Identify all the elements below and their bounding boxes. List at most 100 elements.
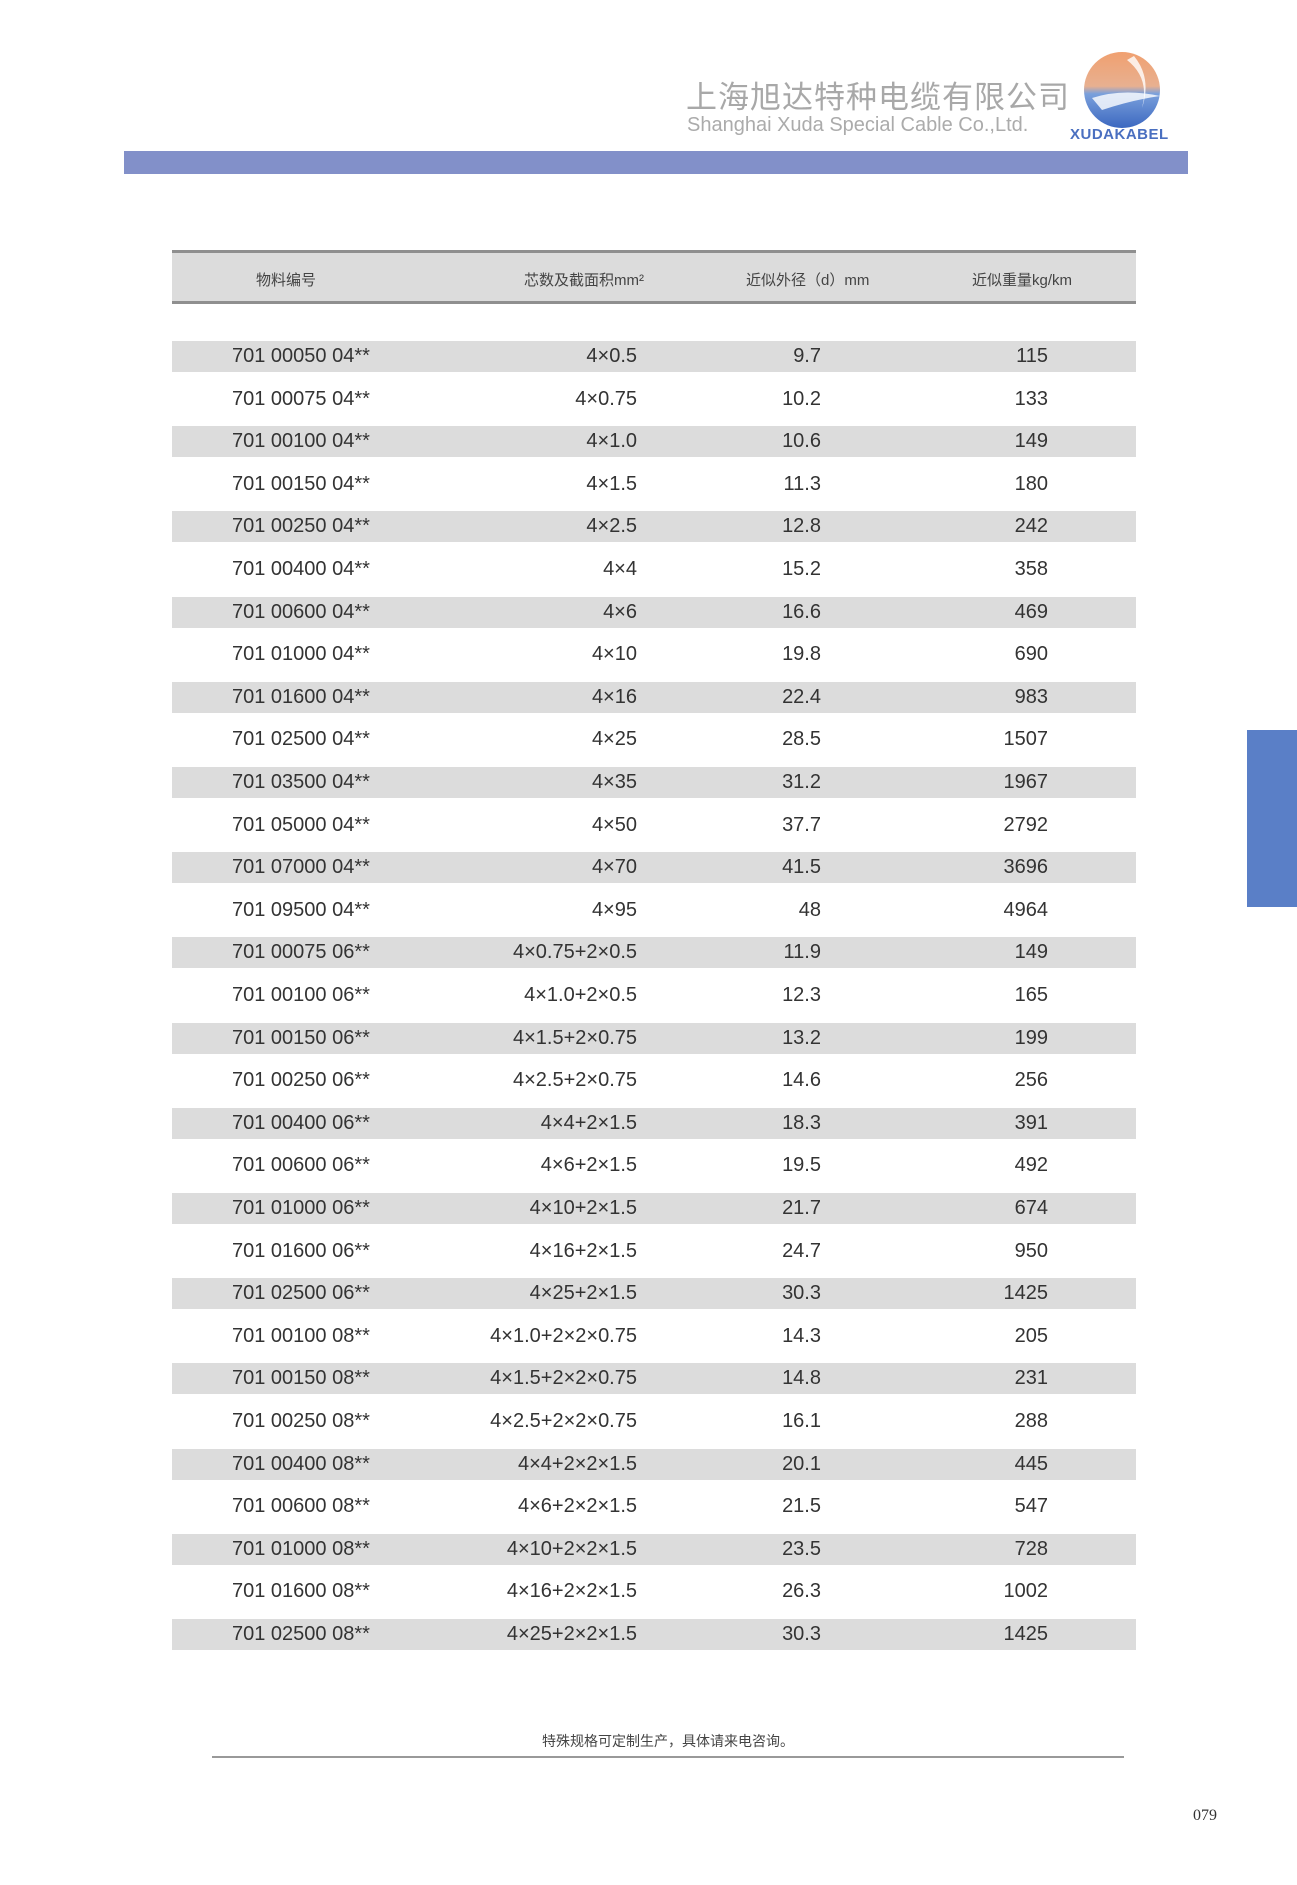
cell-code: 701 09500 04** xyxy=(232,898,370,921)
cell-diameter: 23.5 xyxy=(782,1537,821,1560)
company-name-cn: 上海旭达特种电缆有限公司 xyxy=(686,80,1070,116)
cell-weight: 2792 xyxy=(1003,813,1049,836)
cell-cores: 4×6+2×1.5 xyxy=(540,1154,637,1177)
cell-diameter: 37.7 xyxy=(782,813,821,836)
cell-weight: 115 xyxy=(1016,345,1048,367)
cell-cores: 4×4+2×2×1.5 xyxy=(517,1452,637,1475)
col-header-weight: 近似重量kg/km xyxy=(972,272,1073,289)
table-row: 701 01000 06** 4×10+2×1.5 21.7 674 xyxy=(172,1193,1136,1224)
table-row: 701 00150 06** 4×1.5+2×0.75 13.2 199 xyxy=(172,1022,1136,1054)
cell-cores: 4×2.5+2×0.75 xyxy=(512,1069,637,1092)
page-number: 079 xyxy=(1193,1807,1217,1824)
cell-cores: 4×0.75 xyxy=(575,387,637,410)
cell-weight: 231 xyxy=(1014,1367,1048,1390)
cell-code: 701 02500 08** xyxy=(232,1623,370,1645)
table-row: 701 03500 04** 4×35 31.2 1967 xyxy=(172,767,1136,798)
table-row: 701 00250 08** 4×2.5+2×2×0.75 16.1 288 xyxy=(172,1406,1136,1437)
cell-diameter: 24.7 xyxy=(782,1239,821,1262)
cell-cores: 4×4 xyxy=(603,558,637,580)
cell-weight: 358 xyxy=(1014,558,1048,580)
cell-code: 701 00250 08** xyxy=(232,1410,370,1432)
cell-weight: 983 xyxy=(1014,685,1048,708)
cell-cores: 4×10+2×1.5 xyxy=(529,1197,637,1219)
table-row: 701 00600 08** 4×6+2×2×1.5 21.5 547 xyxy=(172,1491,1136,1522)
cell-code: 701 00400 06** xyxy=(232,1111,370,1134)
company-name-en: Shanghai Xuda Special Cable Co.,Ltd. xyxy=(687,114,1029,136)
cell-diameter: 15.2 xyxy=(782,558,821,580)
cell-weight: 1507 xyxy=(1003,728,1049,751)
col-header-code: 物料编号 xyxy=(256,272,317,289)
table-row: 701 09500 04** 4×95 48 4964 xyxy=(172,895,1136,926)
cell-diameter: 26.3 xyxy=(782,1580,821,1603)
cell-weight: 492 xyxy=(1014,1154,1048,1177)
cell-weight: 199 xyxy=(1014,1026,1048,1049)
cell-code: 701 02500 06** xyxy=(232,1282,370,1305)
table-row: 701 00075 04** 4×0.75 10.2 133 xyxy=(172,384,1136,415)
table-row: 701 00250 04** 4×2.5 12.8 242 xyxy=(172,511,1136,543)
cell-diameter: 16.6 xyxy=(782,600,821,623)
cell-cores: 4×70 xyxy=(591,856,637,879)
cell-diameter: 12.3 xyxy=(782,984,821,1006)
cell-code: 701 00075 06** xyxy=(232,941,370,964)
cell-code: 701 00100 08** xyxy=(232,1324,370,1347)
cell-cores: 4×4+2×1.5 xyxy=(540,1111,637,1134)
cell-cores: 4×1.0 xyxy=(586,430,637,453)
cell-weight: 242 xyxy=(1014,515,1048,538)
cell-weight: 1967 xyxy=(1003,771,1049,793)
footer-divider xyxy=(212,1756,1124,1758)
cell-code: 701 01000 04** xyxy=(232,643,370,666)
cell-cores: 4×25 xyxy=(591,728,637,751)
cell-weight: 674 xyxy=(1014,1197,1048,1219)
cell-diameter: 31.2 xyxy=(782,771,821,793)
table-row: 701 00075 06** 4×0.75+2×0.5 11.9 149 xyxy=(172,937,1136,969)
cell-diameter: 20.1 xyxy=(782,1452,821,1475)
cell-weight: 950 xyxy=(1014,1239,1048,1262)
table-row: 701 05000 04** 4×50 37.7 2792 xyxy=(172,810,1136,841)
cell-code: 701 00600 08** xyxy=(232,1495,370,1518)
cell-cores: 4×1.5 xyxy=(586,472,637,495)
col-header-diameter: 近似外径（d）mm xyxy=(746,272,870,289)
cell-diameter: 14.8 xyxy=(782,1367,821,1390)
cell-weight: 133 xyxy=(1014,387,1048,410)
cell-cores: 4×1.0+2×2×0.75 xyxy=(490,1324,637,1347)
cell-code: 701 03500 04** xyxy=(232,771,370,793)
table-row: 701 02500 06** 4×25+2×1.5 30.3 1425 xyxy=(172,1278,1136,1310)
cell-cores: 4×16+2×1.5 xyxy=(529,1239,637,1262)
cell-weight: 445 xyxy=(1014,1452,1048,1475)
logo-text: XUDAKABEL xyxy=(1070,126,1169,143)
table-header: 物料编号 芯数及截面积mm² 近似外径（d）mm 近似重量kg/km xyxy=(172,250,1136,304)
cell-weight: 205 xyxy=(1014,1324,1048,1347)
cell-code: 701 00150 08** xyxy=(232,1367,370,1390)
cell-diameter: 13.2 xyxy=(782,1026,821,1049)
cell-weight: 288 xyxy=(1014,1410,1048,1432)
table-row: 701 00400 08** 4×4+2×2×1.5 20.1 445 xyxy=(172,1448,1136,1480)
cell-code: 701 00250 06** xyxy=(232,1069,370,1092)
table-row: 701 00150 04** 4×1.5 11.3 180 xyxy=(172,469,1136,500)
cell-code: 701 00600 06** xyxy=(232,1154,370,1177)
cell-code: 701 00050 04** xyxy=(232,345,370,367)
side-tab xyxy=(1247,730,1297,907)
table-row: 701 07000 04** 4×70 41.5 3696 xyxy=(172,852,1136,884)
cell-weight: 4964 xyxy=(1003,898,1049,921)
cell-diameter: 11.9 xyxy=(783,941,821,964)
cell-diameter: 28.5 xyxy=(782,728,821,751)
cell-weight: 256 xyxy=(1014,1069,1048,1092)
cell-code: 701 01000 08** xyxy=(232,1537,370,1560)
cell-diameter: 41.5 xyxy=(782,856,821,879)
cell-code: 701 00100 06** xyxy=(232,984,370,1006)
cell-code: 701 01600 04** xyxy=(232,685,370,708)
header-band xyxy=(124,151,1188,174)
table-row: 701 00600 06** 4×6+2×1.5 19.5 492 xyxy=(172,1150,1136,1181)
cell-cores: 4×1.0+2×0.5 xyxy=(524,984,637,1006)
cell-cores: 4×6 xyxy=(603,600,637,623)
cell-weight: 547 xyxy=(1014,1495,1048,1518)
cell-code: 701 07000 04** xyxy=(232,856,370,879)
table-row: 701 00400 04** 4×4 15.2 358 xyxy=(172,554,1136,585)
cell-code: 701 00100 04** xyxy=(232,430,370,453)
cell-diameter: 9.7 xyxy=(793,345,821,367)
cell-cores: 4×2.5+2×2×0.75 xyxy=(490,1410,637,1432)
cell-code: 701 02500 04** xyxy=(232,728,370,751)
cell-weight: 728 xyxy=(1014,1537,1048,1560)
cell-code: 701 00600 04** xyxy=(232,600,370,623)
table-row: 701 02500 08** 4×25+2×2×1.5 30.3 1425 xyxy=(172,1619,1136,1650)
